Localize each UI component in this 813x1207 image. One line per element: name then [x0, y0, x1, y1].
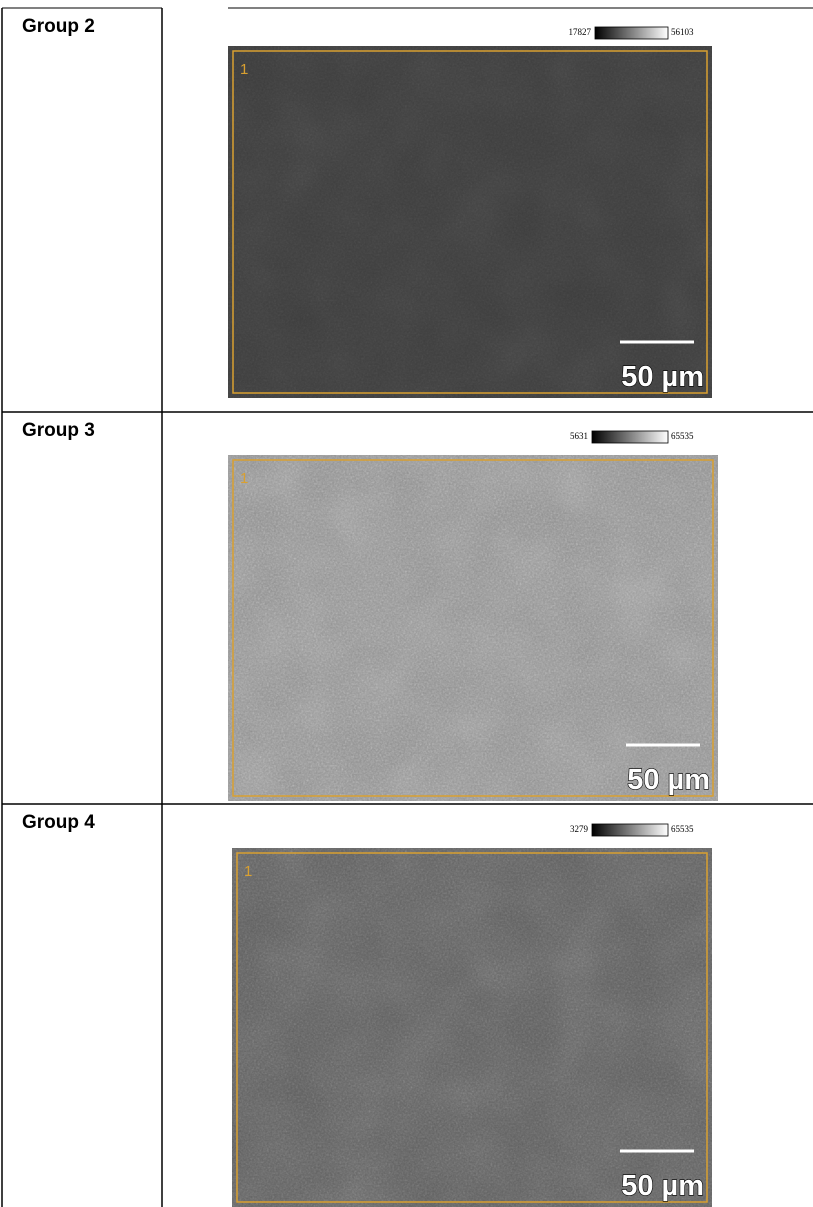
roi-label: 1 — [244, 863, 252, 880]
micrograph-texture — [228, 46, 712, 398]
group-label: Group 2 — [22, 16, 95, 37]
colorbar-min: 5631 — [570, 431, 588, 441]
group-label: Group 4 — [22, 812, 95, 833]
colorbar — [592, 824, 668, 836]
document-table: Group 2 17827 56103 1 50 µm Group 3 5631 65535 1… — [0, 0, 813, 1207]
colorbar — [592, 431, 668, 443]
group-label: Group 3 — [22, 420, 95, 441]
micrograph-texture — [232, 848, 712, 1207]
colorbar-min: 3279 — [570, 824, 589, 834]
colorbar-min: 17827 — [569, 27, 592, 37]
roi-label: 1 — [240, 61, 248, 78]
roi-label: 1 — [240, 470, 248, 487]
colorbar-max: 65535 — [671, 431, 694, 441]
micrograph-texture — [228, 455, 718, 801]
page: {"table": {"rows": [ {"label": "Group 2"… — [0, 0, 813, 1207]
colorbar-max: 65535 — [671, 824, 694, 834]
colorbar — [595, 27, 668, 39]
colorbar-max: 56103 — [671, 27, 694, 37]
scale-label: 50 µm — [621, 361, 704, 393]
scale-label: 50 µm — [627, 764, 710, 796]
scale-label: 50 µm — [621, 1170, 704, 1202]
